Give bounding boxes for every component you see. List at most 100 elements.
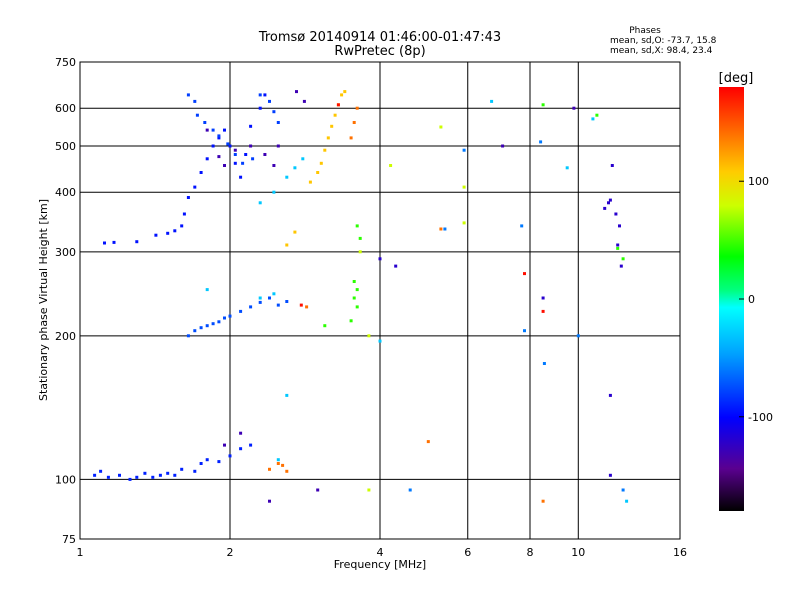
data-point <box>621 257 625 261</box>
colorbar-tick-label: 100 <box>748 175 769 188</box>
data-point <box>340 93 344 97</box>
data-point <box>249 144 253 148</box>
data-point <box>330 124 334 128</box>
data-point <box>272 190 276 194</box>
y-tick-label: 750 <box>55 56 76 69</box>
chart-title: Tromsø 20140914 01:46:00-01:47:43 <box>258 30 501 45</box>
data-point <box>523 272 526 276</box>
data-point <box>268 99 271 103</box>
data-point <box>608 198 612 202</box>
data-point <box>276 303 280 307</box>
data-point <box>285 175 289 179</box>
data-point <box>358 250 362 254</box>
y-tick-label: 500 <box>55 140 76 153</box>
data-point <box>355 224 359 228</box>
data-point <box>158 473 162 477</box>
data-point <box>308 180 312 184</box>
data-point <box>151 475 155 479</box>
data-point <box>541 309 545 313</box>
data-point <box>203 121 207 124</box>
y-tick-label: 200 <box>55 330 76 343</box>
data-point <box>195 113 199 117</box>
data-point <box>595 113 599 117</box>
data-point <box>211 144 215 148</box>
data-point <box>276 121 280 124</box>
data-point <box>462 148 466 152</box>
data-point <box>276 462 280 465</box>
data-point <box>610 164 614 167</box>
data-point <box>251 157 255 161</box>
data-point <box>272 110 276 114</box>
data-point <box>301 157 305 161</box>
data-point <box>603 206 607 210</box>
data-point <box>268 499 271 503</box>
data-point <box>223 164 226 167</box>
data-point <box>302 99 306 103</box>
data-point <box>268 467 271 471</box>
data-point <box>239 431 243 435</box>
data-point <box>426 440 430 444</box>
data-point <box>443 227 447 231</box>
data-point <box>439 125 443 129</box>
data-point <box>239 447 243 451</box>
data-point <box>205 157 209 161</box>
data-point <box>239 175 243 179</box>
data-point <box>591 117 595 121</box>
x-tick-label: 6 <box>464 546 471 559</box>
data-point <box>355 288 359 292</box>
data-point <box>326 136 330 140</box>
data-point <box>205 128 209 132</box>
colorbar-ticks: 100 0 -100 <box>739 175 773 424</box>
x-tick-label: 8 <box>527 546 534 559</box>
data-point <box>135 475 139 479</box>
data-point <box>349 136 353 140</box>
grid-lines <box>80 62 680 539</box>
data-point <box>378 257 382 261</box>
data-point <box>616 246 620 250</box>
data-point <box>193 99 197 103</box>
y-tick-labels: 75 100 200 300 400 500 600 750 <box>55 56 76 546</box>
colorbar-label: [deg] <box>719 71 754 86</box>
data-point <box>565 166 569 170</box>
data-point <box>358 236 362 240</box>
data-point <box>316 171 320 174</box>
data-point <box>501 144 505 148</box>
data-point <box>355 106 359 110</box>
data-point <box>239 309 243 313</box>
data-point <box>352 280 356 283</box>
y-tick-label: 300 <box>55 246 76 259</box>
x-tick-label: 4 <box>377 546 384 559</box>
data-point <box>323 324 327 328</box>
x-axis-label: Frequency [MHz] <box>334 558 426 571</box>
data-point <box>394 264 398 268</box>
data-point <box>205 458 209 462</box>
data-point <box>258 93 262 97</box>
data-point <box>608 393 612 397</box>
data-point <box>576 334 580 338</box>
data-point <box>462 221 466 225</box>
data-point <box>355 305 359 309</box>
data-point <box>608 473 612 477</box>
data-point <box>542 362 546 365</box>
data-point <box>143 471 147 475</box>
phases-header: Phases <box>629 26 661 36</box>
phases-x-stats: mean, sd,X: 98.4, 23.4 <box>610 46 713 56</box>
data-point <box>249 124 253 128</box>
data-point <box>186 93 190 97</box>
data-point <box>223 443 226 447</box>
data-point <box>199 171 203 174</box>
data-point <box>258 201 262 205</box>
data-point <box>180 224 184 228</box>
data-point <box>180 467 184 471</box>
data-point <box>233 153 237 156</box>
data-point <box>299 303 303 307</box>
data-point <box>112 240 116 244</box>
data-point <box>408 488 412 492</box>
data-point <box>186 334 190 338</box>
y-tick-label: 400 <box>55 186 76 199</box>
data-point <box>293 230 297 234</box>
data-point <box>263 153 267 156</box>
data-point <box>285 243 289 247</box>
y-tick-label: 75 <box>62 533 76 546</box>
